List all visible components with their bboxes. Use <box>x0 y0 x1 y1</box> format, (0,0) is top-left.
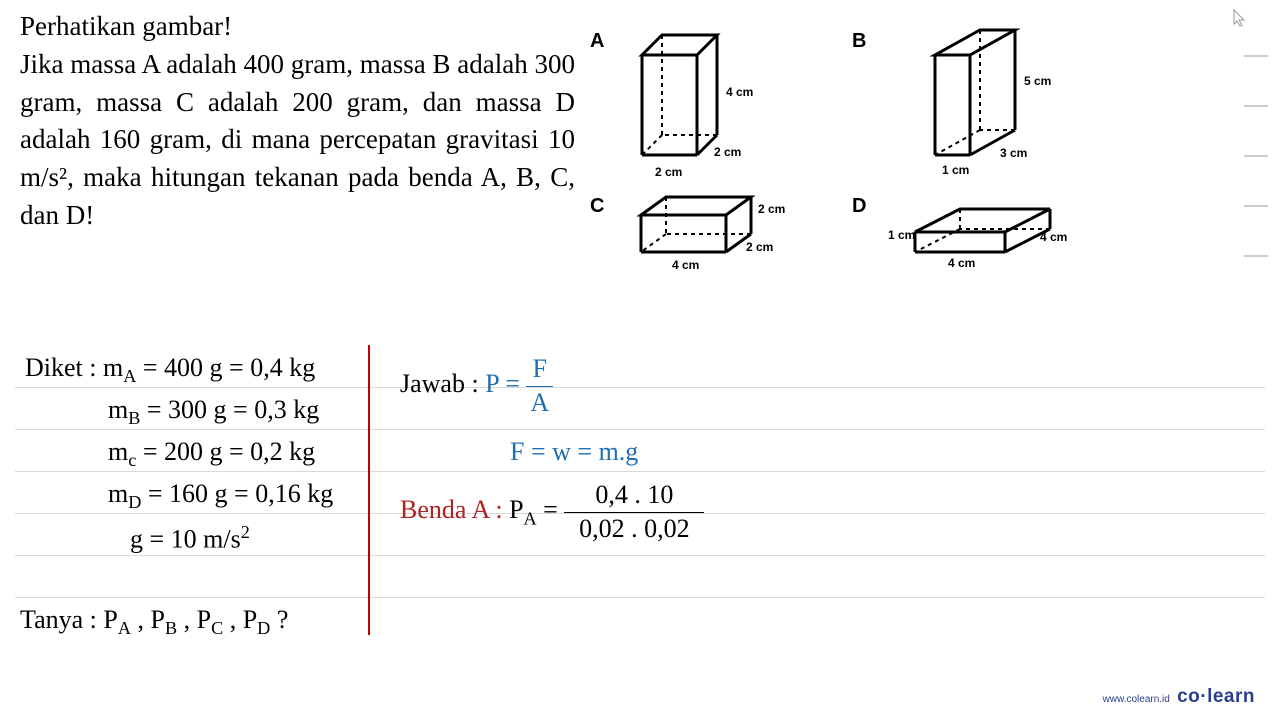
diagrams: A 4 cm 2 cm 2 cm B 5 cm 3 cm 1 cm C <box>590 30 1120 300</box>
PA-den: 0,02 . 0,02 <box>564 513 704 544</box>
diket-row: Diket : mA = 400 g = 0,4 kg <box>25 355 315 385</box>
diagram-a-d: 2 cm <box>714 145 741 159</box>
diagram-c-h: 2 cm <box>758 202 785 216</box>
mC-val: = 200 g = 0,2 kg <box>136 437 315 466</box>
g-row: g = 10 m/s2 <box>130 523 250 553</box>
mD-sub: D <box>128 492 141 512</box>
mB-sub: B <box>128 408 140 428</box>
diagram-b-label: B <box>852 30 866 53</box>
divider <box>368 345 370 635</box>
mD-row: mD = 160 g = 0,16 kg <box>108 481 333 511</box>
diagram-b-h: 5 cm <box>1024 74 1051 88</box>
diagram-b-d: 3 cm <box>1000 146 1027 160</box>
PA-sub: A <box>524 508 537 528</box>
tanya-sub-a: A <box>118 618 131 638</box>
P-frac: FA <box>526 355 553 417</box>
diagram-c-w: 4 cm <box>672 258 699 272</box>
PA-num: 0,4 . 10 <box>564 481 704 513</box>
problem-body: Jika massa A adalah 400 gram, massa B ad… <box>20 49 575 230</box>
diagram-c <box>626 190 776 270</box>
P-eq: P = <box>485 369 526 398</box>
diagram-a-w: 2 cm <box>655 165 682 179</box>
tanya-sub-d: D <box>257 618 270 638</box>
mA: m <box>103 353 123 382</box>
diagram-a-label: A <box>590 30 604 53</box>
diagram-c-d: 2 cm <box>746 240 773 254</box>
mB-row: mB = 300 g = 0,3 kg <box>108 397 319 427</box>
g: g = 10 m/s <box>130 525 241 554</box>
diagram-b <box>920 25 1060 175</box>
mC: m <box>108 437 128 466</box>
P-den: A <box>526 387 553 418</box>
notepad-edge <box>1240 35 1268 295</box>
problem-line1: Perhatikan gambar! <box>20 11 232 41</box>
mD: m <box>108 479 128 508</box>
bendaA-row: Benda A : PA = 0,4 . 100,02 . 0,02 <box>400 481 704 543</box>
mB: m <box>108 395 128 424</box>
F-eq: F = w = m.g <box>510 437 638 466</box>
tanya-sub-c: C <box>211 618 223 638</box>
worksheet: Diket : mA = 400 g = 0,4 kg mB = 300 g =… <box>0 345 1280 665</box>
jawab-label: Jawab : <box>400 369 479 398</box>
tanya-row: Tanya : PA , PB , PC , PD ? <box>20 607 288 637</box>
tanya-sub-b: B <box>165 618 177 638</box>
g-sup: 2 <box>241 522 250 542</box>
problem-text: Perhatikan gambar! Jika massa A adalah 4… <box>20 8 575 235</box>
cursor-icon <box>1232 8 1250 28</box>
mC-row: mc = 200 g = 0,2 kg <box>108 439 315 469</box>
mB-val: = 300 g = 0,3 kg <box>140 395 319 424</box>
diagram-a-h: 4 cm <box>726 85 753 99</box>
P-num: F <box>526 355 553 387</box>
PA-eq: = <box>537 495 565 524</box>
footer-url: www.colearn.id <box>1103 694 1170 705</box>
diagram-b-w: 1 cm <box>942 163 969 177</box>
diagram-d-label: D <box>852 195 866 218</box>
mD-val: = 160 g = 0,16 kg <box>141 479 333 508</box>
tanya-rest: ? <box>270 605 288 634</box>
footer-brand: co·learn <box>1177 686 1255 707</box>
diagram-d-w: 4 cm <box>948 256 975 270</box>
PA: P <box>503 495 524 524</box>
diket-label: Diket : <box>25 353 97 382</box>
tanya: Tanya : P <box>20 605 118 634</box>
mA-sub: A <box>123 366 136 386</box>
footer: www.colearn.id co·learn <box>1103 686 1255 708</box>
bendaA: Benda A : <box>400 495 503 524</box>
F-row: F = w = m.g <box>510 439 638 465</box>
diagram-d-h: 1 cm <box>888 228 915 242</box>
jawab-row: Jawab : P = FA <box>400 355 553 417</box>
PA-frac: 0,4 . 100,02 . 0,02 <box>564 481 704 543</box>
diagram-c-label: C <box>590 195 604 218</box>
mA-val: = 400 g = 0,4 kg <box>136 353 315 382</box>
diagram-d-d: 4 cm <box>1040 230 1067 244</box>
